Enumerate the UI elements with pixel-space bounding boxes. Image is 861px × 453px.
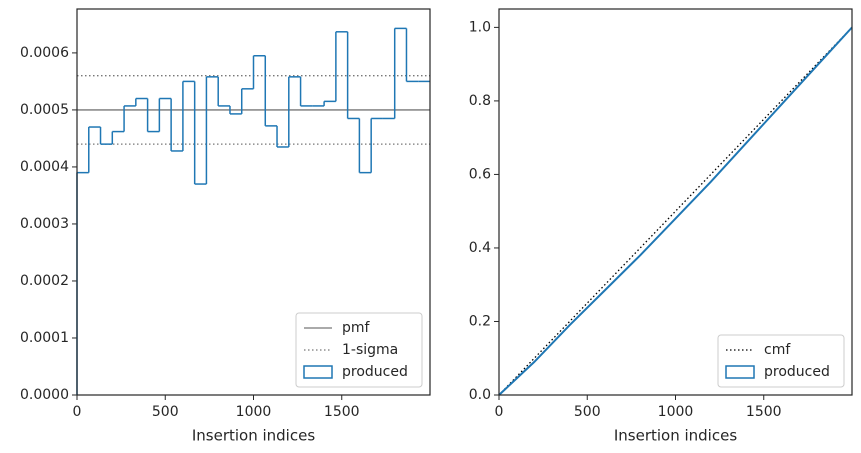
series-line [498, 26, 853, 396]
x-tick-label: 1000 [658, 404, 694, 420]
x-tick-label: 0 [495, 404, 504, 420]
y-tick-label: 0.0003 [20, 216, 69, 232]
legend-label: 1-sigma [342, 342, 398, 358]
legend-label: pmf [342, 320, 371, 336]
y-tick-label: 0.0 [469, 387, 491, 403]
x-axis-label: Insertion indices [614, 427, 737, 445]
axes-frame [76, 8, 431, 396]
legend-box [295, 312, 423, 388]
y-tick-label: 0.0004 [20, 159, 69, 175]
y-tick-label: 0.6 [469, 166, 491, 182]
legend-swatch [303, 365, 333, 379]
legend-swatch [725, 365, 755, 379]
x-tick-label: 500 [152, 404, 179, 420]
y-tick-label: 0.0006 [20, 45, 69, 61]
series-line [498, 26, 853, 396]
y-tick-label: 0.0005 [20, 102, 69, 118]
x-tick-label: 1000 [236, 404, 272, 420]
x-tick-label: 1500 [324, 404, 360, 420]
axes: 0 500 1000 1500 0.0 0.2 0.4 0.6 0.8 1.0 Insertion … [469, 8, 853, 445]
y-tick-label: 0.4 [469, 240, 491, 256]
legend-box [717, 334, 845, 388]
legend-label: produced [764, 364, 830, 380]
y-tick-label: 0.0002 [20, 273, 69, 289]
y-tick-label: 0.0000 [20, 387, 69, 403]
x-tick-label: 500 [574, 404, 601, 420]
legend-label: cmf [764, 342, 791, 358]
x-axis-label: Insertion indices [192, 427, 315, 445]
axes-frame [498, 8, 853, 396]
y-tick-label: 0.8 [469, 93, 491, 109]
x-tick-label: 0 [73, 404, 82, 420]
y-tick-label: 1.0 [469, 19, 491, 35]
x-tick-label: 1500 [746, 404, 782, 420]
axes: 0 500 1000 1500 0.0000 0.0001 0.0002 0.0003 0.00… [20, 8, 431, 445]
y-tick-label: 0.0001 [20, 330, 69, 346]
y-tick-label: 0.2 [469, 313, 491, 329]
legend-label: produced [342, 364, 408, 380]
